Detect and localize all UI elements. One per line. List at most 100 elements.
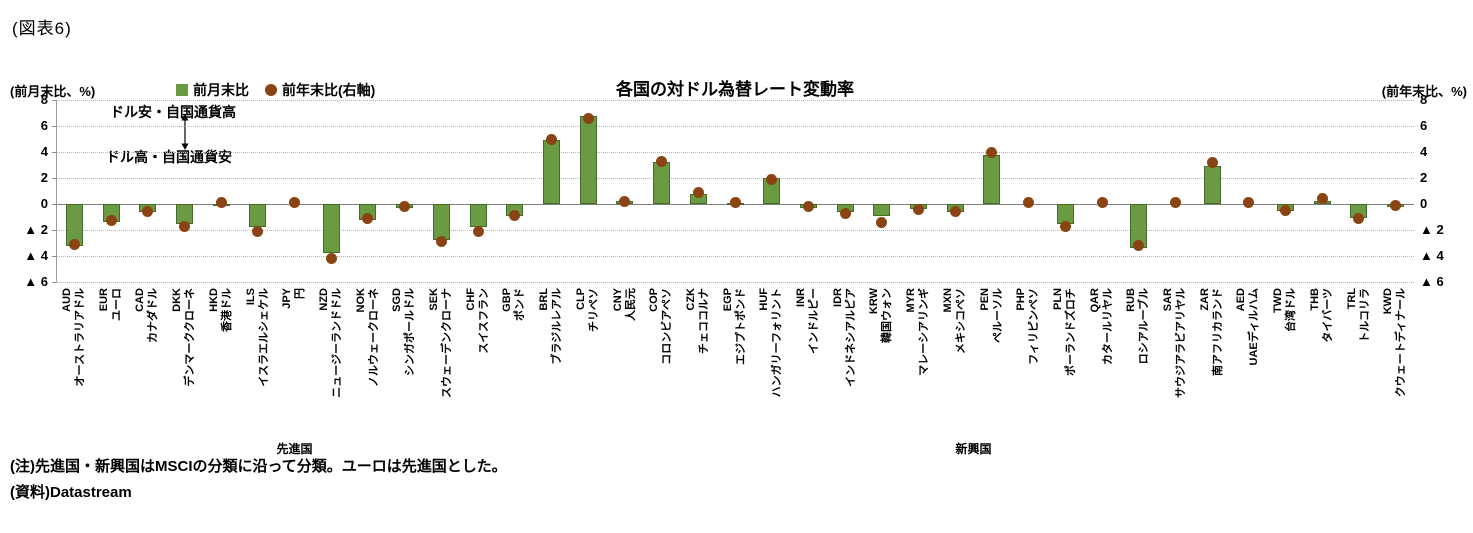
bar <box>579 115 597 204</box>
currency-code: ZAR <box>1198 288 1211 311</box>
y-axis-line <box>56 100 57 282</box>
x-axis-label: HKD 香港ドル <box>203 288 240 442</box>
currency-name: ロシアルーブル <box>1138 288 1151 365</box>
currency-code: AED <box>1235 288 1248 312</box>
dot <box>802 201 814 213</box>
x-axis-label: EUR ユーロ <box>93 288 130 442</box>
x-axis-label: THB タイバーツ <box>1304 288 1341 442</box>
currency-code: BRL <box>538 288 551 311</box>
dot <box>1023 197 1035 209</box>
x-axis-label-text: PEN ペルーソル <box>974 288 1010 438</box>
x-axis-label: ILS イスラエルシェケル <box>240 288 277 442</box>
x-axis-label: TRL トルコリラ <box>1341 288 1378 442</box>
x-axis-label: BRL ブラジルレアル <box>533 288 570 442</box>
currency-name: 人民元 <box>624 288 637 321</box>
x-axis-label-text: CAD カナダドル <box>129 288 165 438</box>
bar <box>432 204 450 241</box>
currency-code: KWD <box>1382 288 1395 315</box>
x-axis-label: KRW 韓国ウォン <box>863 288 900 442</box>
currency-name: サウジアラビアリヤル <box>1175 288 1188 398</box>
x-axis-label-text: NZD ニュージーランドドル <box>313 288 349 438</box>
currency-name: カタールリヤル <box>1101 288 1114 365</box>
bar <box>249 204 267 228</box>
dot <box>68 238 80 250</box>
dot-series-legend-label: 前年末比(右軸) <box>282 82 376 98</box>
x-axis-label-text: SEK スウェーデンクローナ <box>423 288 459 438</box>
axis-group-label: 先進国 <box>276 442 313 456</box>
dot <box>582 112 594 124</box>
x-axis-label: DKK デンマーククローネ <box>166 288 203 442</box>
x-axis-label-text: TWD 台湾ドル <box>1267 288 1303 438</box>
x-axis-label-text: RUB ロシアルーブル <box>1120 288 1156 438</box>
currency-name: イスラエルシェケル <box>257 288 270 387</box>
currency-name: 韓国ウォン <box>881 288 894 343</box>
dot <box>325 253 337 265</box>
currency-name: タイバーツ <box>1321 288 1334 343</box>
dot <box>692 186 704 198</box>
currency-code: NOK <box>354 288 367 313</box>
x-axis-label-text: MYR マレーシアリンギ <box>900 288 936 438</box>
dot <box>1280 205 1292 216</box>
x-axis-label-text: ILS イスラエルシェケル <box>240 288 276 438</box>
source: (資料)Datastream <box>10 484 132 501</box>
x-axis-label-text: INR インドルピー <box>790 288 826 438</box>
gridline <box>56 282 1414 283</box>
gridline <box>56 152 1414 153</box>
currency-code: MXN <box>941 288 954 313</box>
x-axis-label: GBP ポンド <box>496 288 533 442</box>
x-axis-label-text: CHF スイスフラン <box>460 288 496 438</box>
y-axis-tick <box>52 126 56 127</box>
dot <box>1096 197 1108 209</box>
dot <box>215 197 227 209</box>
dot <box>289 197 301 209</box>
x-axis-label-text: IDR インドネシアルピア <box>827 288 863 438</box>
gridline <box>56 256 1414 257</box>
dot <box>949 206 961 218</box>
currency-code: HKD <box>207 288 220 312</box>
currency-name: チリペソ <box>587 288 600 332</box>
currency-name: トルコリラ <box>1358 288 1371 343</box>
currency-name: インドルピー <box>808 288 821 354</box>
bar-series-legend-label: 前月末比 <box>193 82 249 98</box>
x-axis-label-text: SAR サウジアラビアリヤル <box>1157 288 1193 438</box>
currency-name: 香港ドル <box>220 288 233 332</box>
x-axis-label: PLN ポーランドズロチ <box>1047 288 1084 442</box>
currency-code: PEN <box>978 288 991 311</box>
y-axis-label-left: 6 <box>40 118 48 133</box>
updown-arrow-icon <box>181 114 189 150</box>
currency-code: SAR <box>1162 288 1175 312</box>
x-axis-label-text: KRW 韓国ウォン <box>863 288 899 438</box>
dot <box>1133 240 1145 252</box>
currency-code: SGD <box>391 288 404 312</box>
bar <box>873 204 891 216</box>
x-axis-label-text: TRL トルコリラ <box>1341 288 1377 438</box>
y-axis-label-left: 8 <box>40 92 48 107</box>
currency-code: RUB <box>1125 288 1138 312</box>
x-axis-label-text: CNY 人民元 <box>607 288 643 438</box>
x-axis-label-text: HUF ハンガリーフォリント <box>753 288 789 438</box>
currency-name: 円 <box>294 288 307 299</box>
dot <box>1169 197 1181 209</box>
y-axis-label-left: ▲ 6 <box>24 274 48 289</box>
x-axis-label-text: AUD オーストラリアドル <box>56 288 92 438</box>
y-axis-label-right: 2 <box>1420 170 1428 185</box>
x-axis-label-text: PHP フィリピンペソ <box>1010 288 1046 438</box>
y-axis-tick <box>52 100 56 101</box>
gridline <box>56 230 1414 231</box>
bar <box>983 154 1001 204</box>
x-axis-label-text: BRL ブラジルレアル <box>533 288 569 438</box>
currency-name: エジプトポンド <box>734 288 747 365</box>
currency-name: カナダドル <box>147 288 160 343</box>
dot <box>913 203 924 215</box>
x-axis-label-text: EUR ユーロ <box>93 288 129 438</box>
bar <box>653 162 671 204</box>
currency-name: クウェートディナール <box>1395 288 1408 398</box>
currency-name: スウェーデンクローナ <box>441 288 454 398</box>
currency-code: ILS <box>244 288 257 306</box>
currency-name: スイスフラン <box>477 288 490 354</box>
x-axis-label-text: MXN メキシコペソ <box>937 288 973 438</box>
currency-code: AUD <box>61 288 73 312</box>
x-axis-label-text: CZK チェココルナ <box>680 288 716 438</box>
